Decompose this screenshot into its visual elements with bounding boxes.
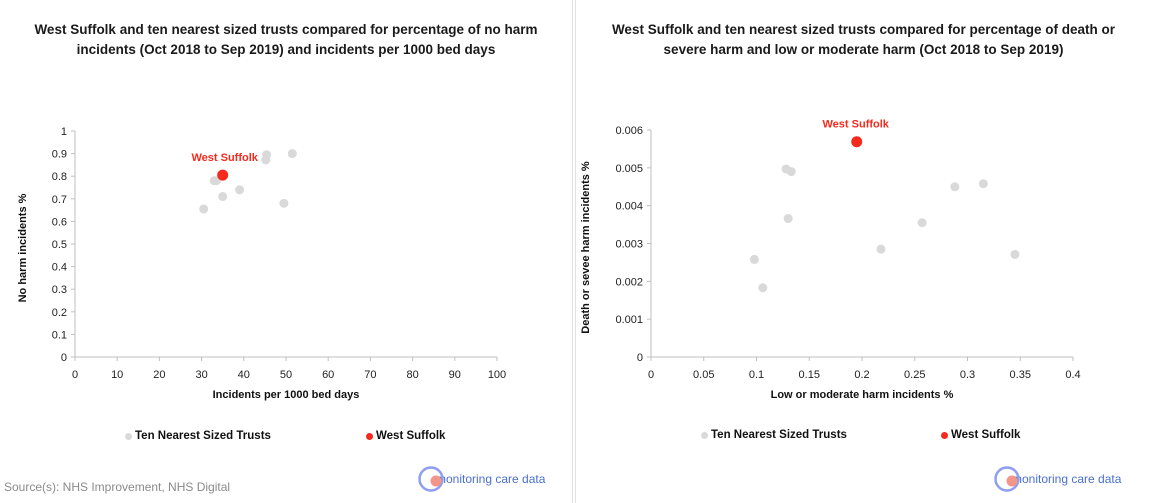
legend-marker-west-suffolk	[941, 431, 948, 439]
monitoring-care-data-logo-icon	[994, 466, 1020, 492]
legend-label-west-suffolk: West Suffolk	[376, 430, 446, 442]
source-note: Source(s): NHS Improvement, NHS Digital	[4, 480, 231, 494]
y-tick-label: 0.8	[52, 171, 67, 183]
x-tick-label: 0.4	[1065, 369, 1080, 381]
x-tick-label: 20	[153, 369, 165, 381]
data-point-west-suffolk	[851, 136, 863, 148]
data-point-west-suffolk	[217, 169, 229, 181]
data-point-trust	[287, 149, 297, 159]
data-point-trust	[786, 167, 796, 177]
brand-link[interactable]: monitoring care data	[994, 466, 1121, 492]
y-axis-title: No harm incidents %	[17, 193, 29, 302]
data-point-trust	[262, 150, 272, 160]
scatter-plot-no-harm: 00.10.20.30.40.50.60.70.80.910 10 20 30 40 50…	[17, 126, 506, 401]
legend-item-west-suffolk: West Suffolk	[366, 430, 445, 442]
legend-item-west-suffolk: West Suffolk	[941, 429, 1020, 441]
x-tick-label: 0.35	[1010, 369, 1031, 381]
data-point-trust	[235, 185, 245, 195]
x-axis-title: Incidents per 1000 bed days	[213, 389, 360, 401]
data-point-trust	[199, 204, 209, 214]
x-tick-label: 0.15	[799, 369, 820, 381]
chart-panel-right: West Suffolk and ten nearest sized trust…	[575, 0, 1150, 503]
data-point-trust	[783, 214, 793, 224]
data-label-west-suffolk: West Suffolk	[823, 119, 890, 131]
x-tick-label: 90	[449, 369, 461, 381]
x-tick-label: 40	[238, 369, 250, 381]
data-point-trust	[876, 244, 886, 254]
x-tick-label: 0.3	[960, 369, 975, 381]
data-point-trust	[950, 182, 960, 192]
x-tick-label: 30	[195, 369, 207, 381]
y-tick-label: 0.7	[52, 194, 67, 206]
y-tick-label: 0.4	[52, 262, 67, 274]
chart-title: West Suffolk and ten nearest sized trust…	[611, 22, 1116, 57]
y-tick-label: 0	[637, 352, 643, 364]
data-point-trust	[917, 218, 927, 228]
scatter-plot-harm-severity: 0 0.001 0.002 0.003 0.004 0.005 0.006 0 0.05 0.1 0…	[580, 119, 1081, 401]
x-tick-label: 70	[364, 369, 376, 381]
y-tick-label: 0.004	[615, 201, 643, 213]
legend-item-trusts: Ten Nearest Sized Trusts	[701, 429, 847, 441]
y-tick-label: 0.9	[52, 149, 67, 161]
brand-label: monitoring care data	[436, 472, 546, 486]
x-tick-label: 10	[111, 369, 123, 381]
y-tick-label: 1	[61, 126, 67, 138]
y-axis-title: Death or sevee harm incidents %	[580, 161, 592, 334]
x-tick-label: 80	[406, 369, 418, 381]
y-tick-label: 0.1	[52, 329, 67, 341]
y-tick-label: 0.3	[52, 284, 67, 296]
data-point-trust	[978, 179, 988, 189]
brand-link[interactable]: monitoring care data	[418, 466, 545, 492]
y-tick-label: 0.001	[615, 314, 643, 326]
legend-item-trusts: Ten Nearest Sized Trusts	[125, 430, 271, 442]
y-tick-label: 0.6	[52, 216, 67, 228]
data-point-trust	[1010, 249, 1020, 259]
x-tick-label: 100	[488, 369, 506, 381]
chart-panel-left: West Suffolk and ten nearest sized trust…	[0, 0, 573, 503]
brand-label: monitoring care data	[1012, 472, 1122, 486]
y-tick-label: 0.005	[615, 163, 643, 175]
x-tick-label: 0	[72, 369, 78, 381]
x-tick-label: 0.25	[904, 369, 925, 381]
data-point-trust	[218, 192, 228, 202]
x-tick-label: 0.2	[854, 369, 869, 381]
data-point-trust	[758, 283, 768, 293]
legend-label-west-suffolk: West Suffolk	[951, 429, 1021, 441]
data-point-trust	[749, 254, 759, 264]
x-tick-label: 0.05	[693, 369, 714, 381]
legend-marker-trusts	[125, 432, 132, 440]
legend-label-trusts: Ten Nearest Sized Trusts	[135, 430, 271, 442]
legend-marker-west-suffolk	[366, 432, 373, 440]
y-tick-label: 0.006	[615, 125, 643, 137]
y-tick-label: 0.5	[52, 239, 67, 251]
y-tick-label: 0.2	[52, 307, 67, 319]
data-label-west-suffolk: West Suffolk	[191, 152, 258, 164]
y-tick-label: 0.003	[615, 239, 643, 251]
data-point-trust	[279, 198, 289, 208]
legend-marker-trusts	[701, 431, 708, 439]
x-tick-label: 60	[322, 369, 334, 381]
x-tick-label: 50	[280, 369, 292, 381]
y-tick-label: 0	[61, 352, 67, 364]
x-tick-label: 0.1	[749, 369, 764, 381]
x-tick-label: 0	[648, 369, 654, 381]
chart-title: West Suffolk and ten nearest sized trust…	[34, 22, 538, 57]
monitoring-care-data-logo-icon	[418, 466, 444, 492]
y-tick-label: 0.002	[615, 276, 643, 288]
legend-label-trusts: Ten Nearest Sized Trusts	[711, 429, 847, 441]
x-axis-title: Low or moderate harm incidents %	[771, 389, 954, 401]
